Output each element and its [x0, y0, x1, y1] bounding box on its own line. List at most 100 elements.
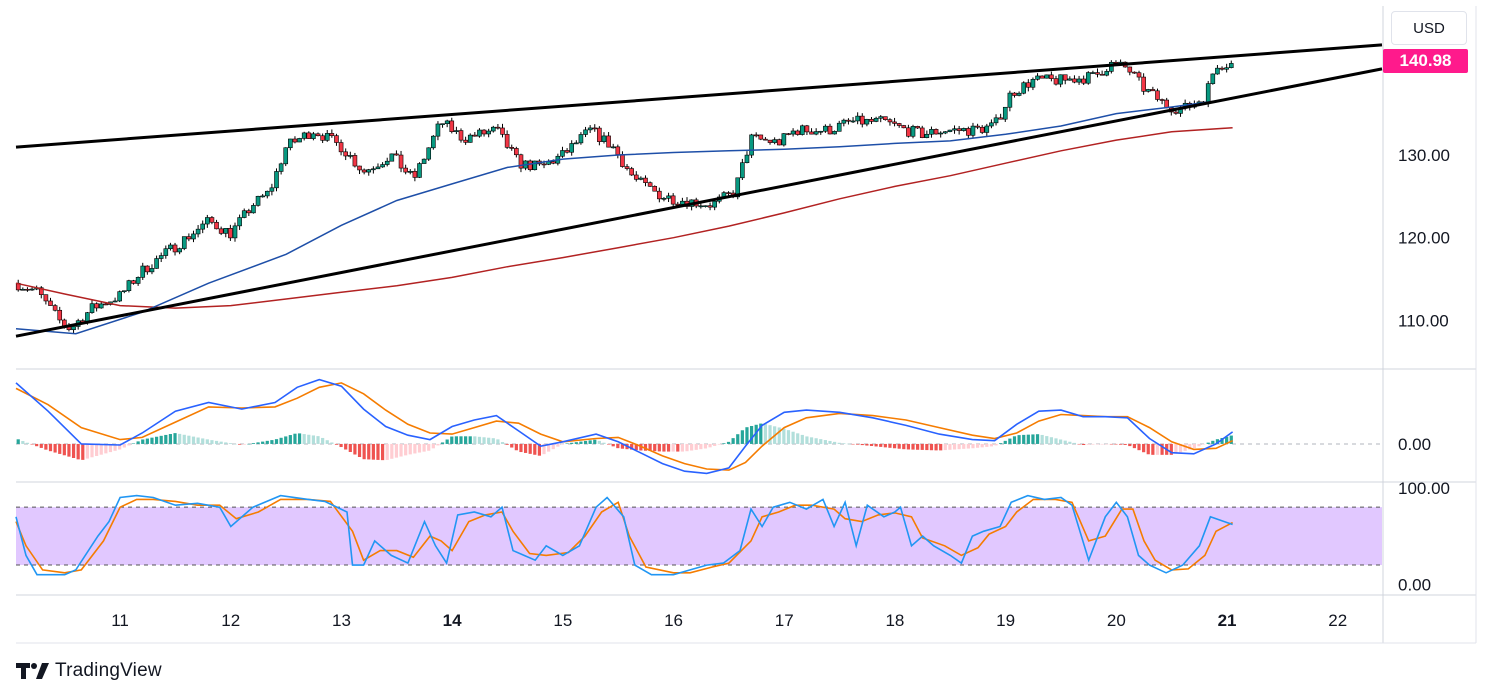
candle-body: [781, 133, 787, 146]
candle-body: [1081, 78, 1086, 84]
macd-histogram-bar: [39, 443, 43, 448]
macd-histogram-bar: [602, 442, 606, 444]
candle-body: [592, 127, 598, 130]
time-tick-label: 19: [996, 611, 1015, 630]
macd-histogram-bar: [685, 443, 689, 452]
macd-histogram-bar: [459, 436, 463, 444]
candle-body: [1058, 74, 1063, 85]
candle-body: [647, 182, 653, 187]
macd-histogram-bar: [58, 443, 62, 454]
macd-histogram-bar: [851, 443, 855, 445]
candle-body: [121, 290, 127, 293]
time-axis: 11 12 13 14 15 16 17 18 19 20 21 22: [111, 611, 1347, 630]
candle-body: [569, 143, 574, 153]
macd-histogram-bar: [837, 442, 841, 444]
candle-body: [52, 305, 58, 311]
macd-histogram-bar: [551, 443, 555, 450]
candle-body: [943, 131, 948, 134]
candle-body: [306, 132, 312, 139]
macd-histogram-bar: [1026, 434, 1030, 444]
macd-histogram-bar: [380, 443, 385, 461]
candle-body: [929, 129, 934, 135]
macd-histogram-bar: [579, 441, 583, 444]
candle-body: [509, 147, 515, 149]
macd-histogram-bar: [178, 433, 182, 444]
macd-histogram-bar: [966, 443, 970, 449]
candle-body: [892, 121, 897, 124]
candle-body: [832, 131, 837, 135]
candle-body: [140, 265, 146, 278]
candle-body: [338, 142, 344, 153]
macd-histogram-bar: [316, 436, 320, 444]
macd-histogram-bar: [30, 443, 34, 445]
tradingview-logo[interactable]: TradingView: [16, 659, 162, 683]
candle-body: [398, 154, 404, 169]
macd-histogram-bar: [348, 443, 352, 453]
macd-histogram-bar: [648, 443, 652, 451]
macd-histogram-bar: [251, 443, 256, 444]
candle-body: [675, 203, 681, 206]
candle-body: [163, 248, 169, 256]
macd-histogram-bar: [634, 443, 638, 451]
candle-body: [241, 210, 247, 218]
macd-histogram-bar: [939, 443, 943, 451]
macd-histogram-bar: [473, 436, 477, 444]
macd-histogram-bar: [897, 443, 901, 449]
currency-button[interactable]: USD: [1391, 11, 1467, 45]
macd-histogram-bar: [1035, 434, 1040, 444]
candle-body: [1039, 75, 1045, 79]
macd-histogram-bar: [533, 443, 537, 455]
macd-histogram-bar: [846, 443, 851, 445]
macd-histogram-bar: [279, 437, 283, 444]
macd-histogram-bar: [311, 435, 316, 444]
candle-body: [154, 258, 159, 269]
macd-histogram-bar: [842, 443, 846, 444]
macd-histogram-bar: [934, 443, 938, 451]
candle-body: [504, 134, 510, 148]
candle-body: [878, 116, 884, 119]
candle-body: [1067, 78, 1073, 81]
macd-histogram-bar: [288, 435, 292, 444]
candle-body: [735, 177, 741, 198]
currency-label: USD: [1413, 19, 1445, 37]
candle-body: [131, 280, 136, 284]
macd-histogram-bar: [270, 440, 274, 444]
axis-tick-label: 130.00: [1398, 146, 1450, 165]
macd-histogram-bar: [662, 443, 666, 452]
macd-histogram-bar: [1178, 443, 1183, 453]
macd-histogram-bar: [81, 443, 85, 460]
macd-histogram-bar: [731, 438, 735, 444]
price-axis: 110.00 120.00 130.00 0.00 100.00 0.00: [1398, 146, 1450, 594]
macd-histogram-bar: [228, 443, 232, 444]
macd-histogram-bar: [999, 443, 1003, 444]
candle-body: [1205, 83, 1211, 104]
candle-body: [657, 190, 662, 200]
macd-histogram-bar: [510, 443, 514, 448]
candle-body: [158, 255, 164, 259]
candle-body: [1016, 92, 1022, 96]
candle-body: [1224, 67, 1229, 70]
candle-body: [910, 126, 916, 137]
macd-histogram-bar: [828, 440, 832, 444]
candle-body: [209, 217, 215, 223]
macd-histogram-bar: [796, 433, 800, 444]
candle-body: [329, 133, 335, 136]
macd-histogram-bar: [519, 443, 523, 453]
candle-body: [984, 125, 990, 133]
macd-histogram-bar: [671, 443, 675, 452]
macd-histogram-bar: [399, 443, 403, 457]
candle-body: [20, 288, 26, 291]
candle-body: [767, 139, 773, 143]
candle-body: [855, 115, 860, 122]
macd-histogram-bar: [962, 443, 966, 449]
candle-body: [514, 148, 519, 156]
time-tick-label: 22: [1328, 611, 1347, 630]
candle-body: [624, 166, 630, 169]
candle-body: [421, 158, 427, 164]
macd-histogram-bar: [708, 443, 712, 448]
macd-histogram-bar: [85, 443, 89, 459]
time-tick-label: 11: [111, 611, 129, 630]
macd-histogram-bar: [390, 443, 394, 459]
candle-body: [670, 195, 676, 205]
